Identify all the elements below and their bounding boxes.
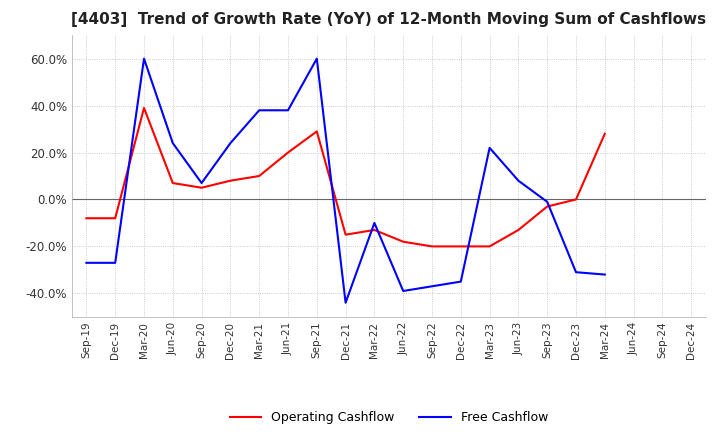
Free Cashflow [168, 140, 177, 146]
Operating Cashflow [456, 244, 465, 249]
Operating Cashflow [255, 173, 264, 179]
Free Cashflow [399, 288, 408, 293]
Free Cashflow [82, 260, 91, 265]
Operating Cashflow [341, 232, 350, 237]
Operating Cashflow [226, 178, 235, 183]
Operating Cashflow [600, 131, 609, 136]
Free Cashflow [111, 260, 120, 265]
Operating Cashflow [428, 244, 436, 249]
Line: Operating Cashflow: Operating Cashflow [86, 108, 605, 246]
Free Cashflow [284, 108, 292, 113]
Operating Cashflow [284, 150, 292, 155]
Free Cashflow [255, 108, 264, 113]
Operating Cashflow [485, 244, 494, 249]
Free Cashflow [456, 279, 465, 284]
Free Cashflow [428, 284, 436, 289]
Operating Cashflow [140, 105, 148, 110]
Operating Cashflow [82, 216, 91, 221]
Operating Cashflow [514, 227, 523, 233]
Operating Cashflow [399, 239, 408, 244]
Free Cashflow [197, 180, 206, 186]
Free Cashflow [572, 270, 580, 275]
Free Cashflow [312, 56, 321, 61]
Operating Cashflow [370, 227, 379, 233]
Free Cashflow [514, 178, 523, 183]
Free Cashflow [543, 199, 552, 205]
Free Cashflow [226, 140, 235, 146]
Legend: Operating Cashflow, Free Cashflow: Operating Cashflow, Free Cashflow [225, 406, 553, 429]
Operating Cashflow [111, 216, 120, 221]
Operating Cashflow [572, 197, 580, 202]
Free Cashflow [600, 272, 609, 277]
Operating Cashflow [543, 204, 552, 209]
Operating Cashflow [168, 180, 177, 186]
Title: [4403]  Trend of Growth Rate (YoY) of 12-Month Moving Sum of Cashflows: [4403] Trend of Growth Rate (YoY) of 12-… [71, 12, 706, 27]
Line: Free Cashflow: Free Cashflow [86, 59, 605, 303]
Free Cashflow [485, 145, 494, 150]
Operating Cashflow [197, 185, 206, 191]
Free Cashflow [140, 56, 148, 61]
Operating Cashflow [312, 129, 321, 134]
Free Cashflow [341, 300, 350, 305]
Free Cashflow [370, 220, 379, 226]
